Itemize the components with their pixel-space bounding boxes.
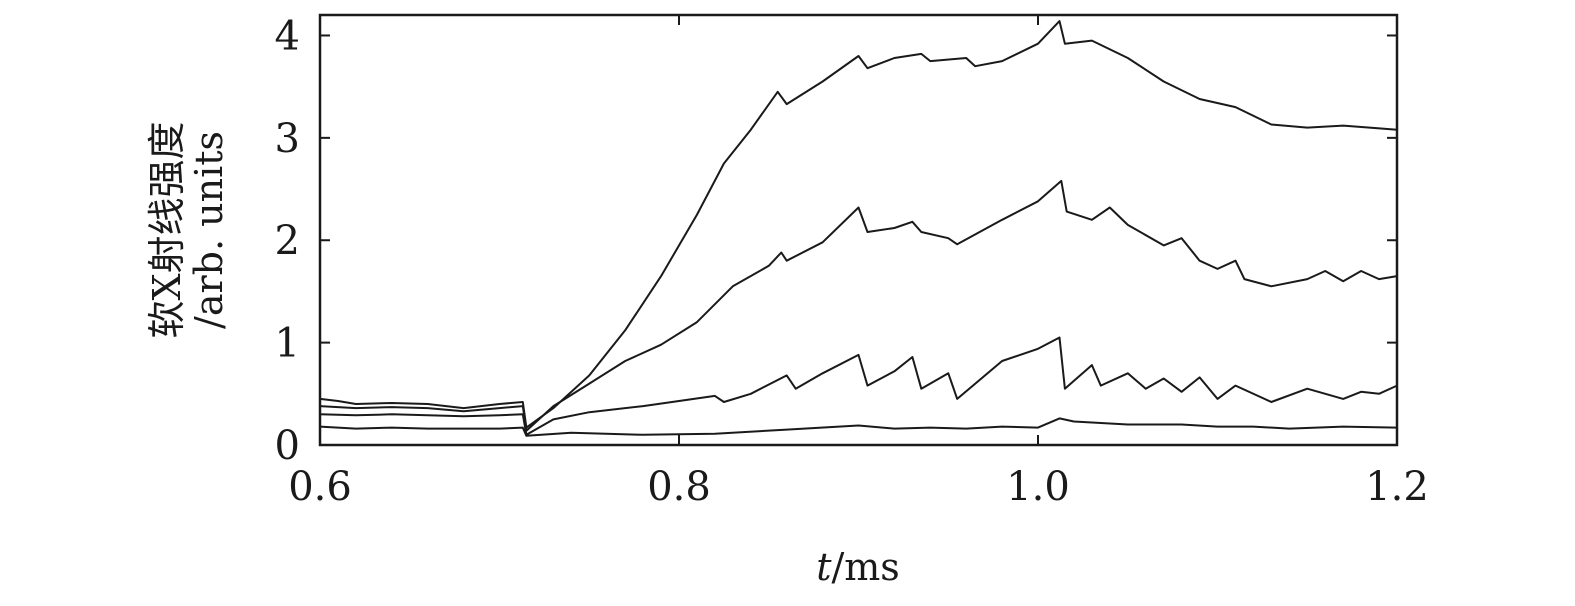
series-line-2 (319, 179, 1398, 432)
y-tick-label: 1 (275, 321, 300, 367)
y-tick-label: 2 (275, 218, 300, 264)
x-axis-unit: /ms (831, 545, 899, 589)
y-tick-label: 4 (275, 13, 300, 59)
y-tick-label: 0 (275, 423, 300, 469)
x-axis-label: t/ms (816, 545, 900, 589)
x-tick-label: 0.8 (647, 464, 711, 510)
y-axis-label: 软X射线强度 /arb. units (145, 121, 231, 338)
y-axis-label-line2: /arb. units (187, 131, 231, 329)
series-line-1 (319, 20, 1398, 429)
axis-ticks: 0.6 0.8 1.0 1.2 0 1 2 3 4 (275, 13, 1429, 510)
plot-frame (318, 13, 1399, 447)
x-tick-label: 0.6 (288, 464, 352, 510)
y-axis-label-line1: 软X射线强度 (145, 121, 189, 338)
x-axis-variable: t (816, 545, 832, 589)
series-line-3 (319, 336, 1398, 436)
series-line-4 (319, 417, 1398, 437)
plot-series (319, 20, 1398, 437)
x-tick-label: 1.0 (1006, 464, 1070, 510)
x-tick-label: 1.2 (1365, 464, 1429, 510)
y-tick-label: 3 (275, 116, 300, 162)
